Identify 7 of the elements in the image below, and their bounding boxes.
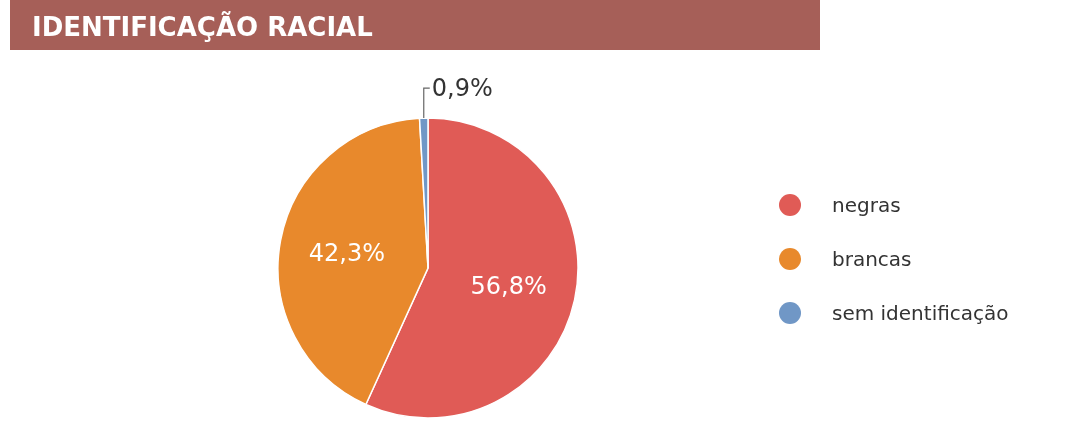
legend-label: brancas: [832, 247, 912, 271]
legend-label: negras: [832, 193, 901, 217]
data-label: 42,3%: [308, 239, 386, 268]
data-label: 56,8%: [470, 271, 547, 300]
data-label: 0,9%: [431, 74, 493, 103]
legend-label: sem identificação: [832, 301, 1009, 325]
chart-title: IDENTIFICAÇÃO RACIAL: [32, 11, 373, 42]
